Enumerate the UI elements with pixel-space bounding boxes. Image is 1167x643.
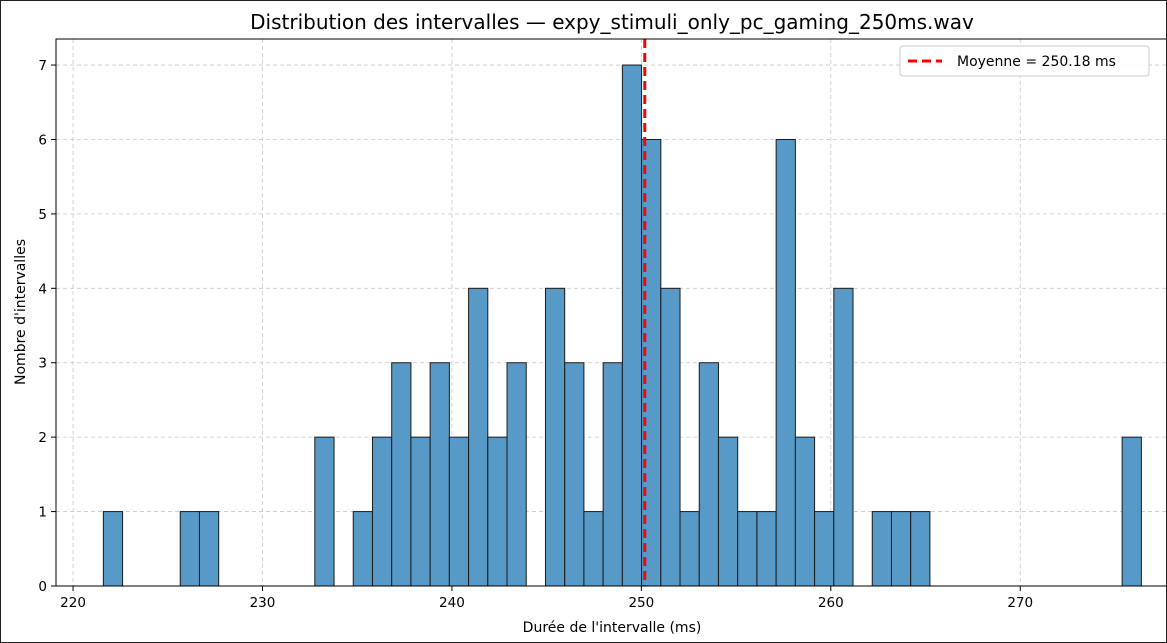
histogram-bars (102, 64, 1142, 587)
y-tick-label: 7 (38, 58, 47, 74)
histogram-bar (621, 64, 643, 587)
x-tick-label: 260 (818, 595, 844, 611)
x-tick-label: 250 (628, 595, 654, 611)
histogram-bar (468, 287, 489, 587)
histogram-bar (660, 287, 681, 587)
histogram-bar (814, 511, 835, 587)
histogram-bar (371, 436, 393, 587)
histogram-bar (756, 511, 777, 587)
histogram-bar (391, 362, 412, 587)
histogram-bar (448, 436, 470, 587)
y-tick-label: 0 (38, 579, 47, 595)
histogram-bar (352, 511, 373, 587)
histogram-bar (871, 511, 892, 587)
y-axis-label: Nombre d'intervalles (13, 239, 29, 385)
x-axis-label: Durée de l'intervalle (ms) (523, 620, 702, 636)
histogram-bar (737, 511, 758, 587)
histogram-bar (794, 436, 816, 587)
legend: Moyenne = 250.18 ms (899, 45, 1150, 77)
x-tick-label: 270 (1007, 595, 1033, 611)
plot-area-border (55, 38, 1166, 587)
histogram-bar (410, 436, 431, 587)
histogram-bar (564, 362, 585, 587)
y-tick-label: 2 (38, 430, 47, 446)
y-axis-ticks: 0 1 2 3 4 5 6 7 (38, 58, 56, 595)
y-tick-label: 4 (38, 281, 47, 297)
legend-box (899, 45, 1150, 77)
histogram-bar (833, 287, 854, 587)
x-axis-ticks: 220 230 240 250 260 270 (60, 586, 1033, 611)
x-tick-label: 240 (439, 595, 465, 611)
histogram-bar (314, 436, 335, 587)
histogram-bar (487, 436, 508, 587)
histogram-bar (717, 436, 739, 587)
y-tick-label: 5 (38, 207, 47, 223)
histogram-bar (698, 362, 719, 587)
y-tick-label: 6 (38, 132, 47, 148)
histogram-bar (890, 511, 912, 587)
legend-mean-label: Moyenne = 250.18 ms (957, 54, 1116, 70)
histogram-bar (775, 138, 796, 587)
histogram-bar (102, 511, 124, 587)
histogram-bar (179, 511, 200, 587)
histogram-bar (583, 511, 604, 587)
histogram-bar (506, 362, 527, 587)
x-tick-label: 230 (250, 595, 276, 611)
histogram-bar (679, 511, 700, 587)
histogram-bar (602, 362, 623, 587)
histogram-bar (910, 511, 931, 587)
histogram-bar (544, 287, 566, 587)
histogram-bar (198, 511, 220, 587)
y-tick-label: 1 (38, 505, 47, 521)
y-tick-label: 3 (38, 356, 47, 372)
x-tick-label: 220 (60, 595, 86, 611)
chart-title: Distribution des intervalles — expy_stim… (250, 10, 974, 34)
histogram-bar (1121, 436, 1142, 587)
histogram-bar (429, 362, 450, 587)
